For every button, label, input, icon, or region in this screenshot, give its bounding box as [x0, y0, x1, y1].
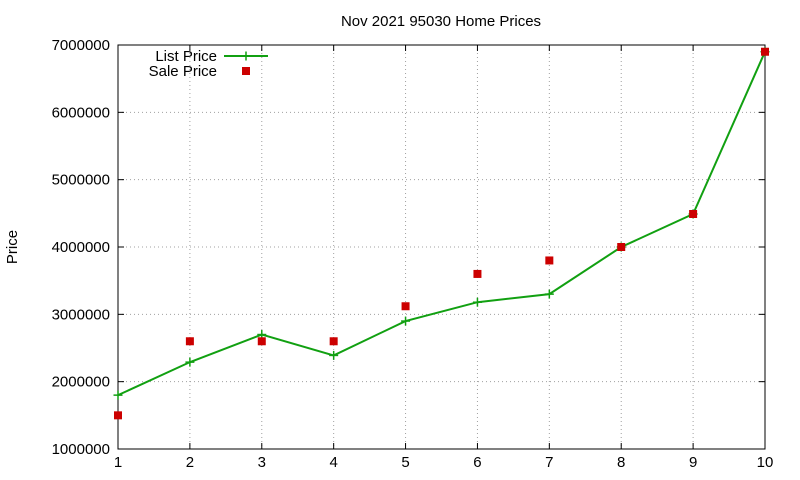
list-price-point — [329, 350, 339, 360]
y-tick-label: 1000000 — [52, 441, 110, 458]
sale-price-point — [473, 269, 482, 278]
series-sale-price — [114, 47, 769, 420]
chart-title: Nov 2021 95030 Home Prices — [341, 13, 541, 30]
plot-frame — [117, 44, 766, 450]
legend: List Price Sale Price — [149, 48, 268, 80]
sale-price-point — [401, 302, 410, 311]
legend-sale-price-marker — [242, 67, 250, 75]
sale-price-point — [257, 337, 266, 346]
x-tick-label: 5 — [401, 454, 409, 471]
series-list-price — [113, 47, 770, 400]
x-tick-label: 7 — [545, 454, 553, 471]
grid-lines — [118, 45, 765, 449]
x-tick-label: 8 — [617, 454, 625, 471]
sale-price-point — [689, 210, 698, 219]
x-tick-label: 1 — [114, 454, 122, 471]
x-tick-label: 2 — [186, 454, 194, 471]
y-tick-label: 5000000 — [52, 172, 110, 189]
sale-price-point — [545, 256, 554, 265]
legend-swatches — [224, 51, 268, 75]
legend-sale-price-label: Sale Price — [149, 63, 217, 80]
sale-price-point — [329, 337, 338, 346]
list-price-line — [117, 51, 766, 397]
y-tick-label: 2000000 — [52, 374, 110, 391]
legend-list-price-label: List Price — [155, 48, 217, 65]
list-price-point — [472, 297, 482, 307]
list-price-point — [185, 357, 195, 367]
x-tick-label: 3 — [258, 454, 266, 471]
list-price-point — [544, 289, 554, 299]
x-tick-label: 9 — [689, 454, 697, 471]
list-price-point — [113, 390, 123, 400]
series-marks — [113, 47, 770, 420]
y-tick-label: 7000000 — [52, 37, 110, 54]
y-tick-label: 3000000 — [52, 306, 110, 323]
y-axis-label: Price — [4, 230, 21, 264]
y-tick-label: 4000000 — [52, 239, 110, 256]
x-tick-label: 4 — [329, 454, 337, 471]
sale-price-point — [617, 243, 626, 251]
x-tick-label: 6 — [473, 454, 481, 471]
x-tick-label: 10 — [757, 454, 774, 471]
sale-price-point — [114, 411, 122, 420]
list-price-point — [401, 316, 411, 326]
axis-ticks: 1000000 2000000 3000000 4000000 5000000 60000… — [52, 37, 774, 471]
sale-price-point — [185, 337, 194, 346]
legend-list-price-marker — [241, 51, 251, 61]
sale-price-point — [761, 47, 769, 56]
y-tick-label: 6000000 — [52, 104, 110, 121]
